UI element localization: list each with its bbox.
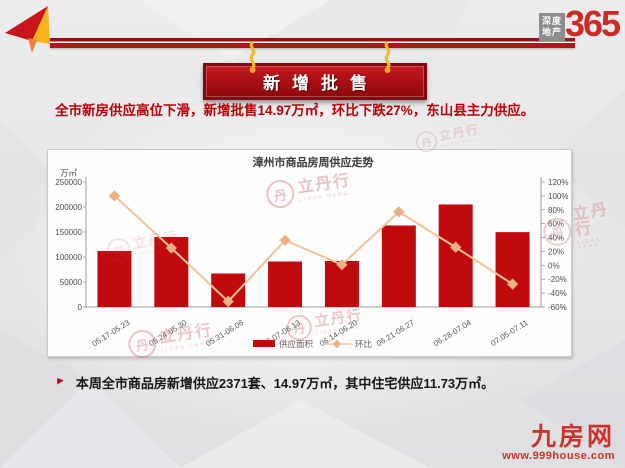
left-axis-tick: 250000 bbox=[55, 178, 82, 187]
right-axis-tick: 60% bbox=[548, 220, 564, 229]
line-marker bbox=[222, 295, 234, 308]
right-axis-tick: -20% bbox=[548, 275, 567, 284]
x-axis-label: 05.24-05.30 bbox=[147, 318, 188, 349]
left-axis-unit: 万㎡ bbox=[60, 168, 78, 178]
watermark-name: 立丹行 bbox=[571, 201, 610, 240]
watermark-latin: LIDAN HANG bbox=[440, 136, 479, 148]
arrow-decoration-icon bbox=[5, 6, 50, 53]
line-marker bbox=[279, 234, 291, 246]
right-axis-tick: 80% bbox=[548, 206, 564, 215]
site-name: 九房网 bbox=[530, 423, 615, 451]
summary-row: ► 本周全市商品房新增供应2371套、14.97万㎡，其中住宅供应11.73万㎡… bbox=[55, 373, 605, 392]
line-marker bbox=[450, 241, 462, 253]
arrow-bullet-icon: ► bbox=[55, 374, 66, 388]
line-marker bbox=[165, 242, 177, 254]
line-marker bbox=[506, 278, 519, 290]
brand-box: 深度 地产 bbox=[539, 13, 566, 41]
brand-logo: 深度 地产 365 bbox=[539, 3, 621, 44]
summary-text: 本周全市商品房新增供应2371套、14.97万㎡，其中住宅供应11.73万㎡。 bbox=[75, 376, 495, 391]
brand-box-line1: 深度 bbox=[542, 16, 563, 26]
right-axis-tick: -40% bbox=[548, 289, 567, 298]
section-banner-title: 新增批售 bbox=[263, 74, 379, 93]
right-axis-tick: -60% bbox=[548, 303, 567, 312]
site-url: www.999house.com bbox=[502, 450, 615, 462]
watermark-name: 立丹行 bbox=[438, 123, 481, 143]
rope-icon bbox=[249, 41, 256, 73]
chart-title: 漳州市商品房周供应走势 bbox=[253, 155, 374, 169]
left-axis-tick: 100000 bbox=[55, 253, 82, 262]
right-axis-tick: 120% bbox=[548, 178, 568, 187]
left-axis-tick: 200000 bbox=[55, 203, 82, 212]
right-axis-tick: 40% bbox=[548, 234, 564, 243]
site-logo: 九房网 www.999house.com bbox=[502, 424, 615, 462]
chart-container: 漳州市商品房周供应走势万㎡ 0 50000 100000 150000 200000 250… bbox=[47, 149, 572, 357]
brand-box-line2: 地产 bbox=[542, 27, 563, 37]
x-axis-label: 05.31-06.06 bbox=[204, 318, 245, 349]
left-axis-tick: 0 bbox=[78, 303, 83, 312]
right-axis-tick: 100% bbox=[548, 192, 568, 201]
watermark-latin: LIDAN HANG bbox=[576, 236, 602, 252]
supply-bar bbox=[381, 225, 416, 307]
supply-bar bbox=[268, 261, 303, 307]
right-axis-tick: 0% bbox=[548, 261, 560, 270]
legend-line-marker bbox=[332, 339, 342, 349]
legend-line-label: 环比 bbox=[355, 339, 372, 349]
ring-ratio-line bbox=[113, 195, 514, 303]
right-axis-tick: 20% bbox=[548, 247, 564, 256]
line-marker bbox=[393, 206, 405, 218]
supply-bar bbox=[97, 251, 132, 307]
x-axis-label: 06.28-07.04 bbox=[432, 318, 473, 349]
header-rule-bar bbox=[50, 38, 575, 48]
brand-number: 365 bbox=[565, 3, 621, 44]
supply-bar bbox=[495, 232, 530, 307]
x-axis-label: 06.21-06.27 bbox=[375, 318, 416, 349]
x-axis-label: 07.05-07.11 bbox=[489, 318, 530, 348]
left-axis-tick: 150000 bbox=[55, 228, 82, 237]
rope-icon bbox=[384, 41, 391, 73]
x-axis-label: 05.17-05.23 bbox=[91, 318, 132, 349]
legend-bar-label: 供应面积 bbox=[279, 339, 314, 349]
headline-text: 全市新房供应高位下滑，新增批售14.97万㎡，环比下跌27%，东山县主力供应。 bbox=[55, 103, 535, 118]
legend-bar-swatch bbox=[253, 340, 275, 347]
left-axis-tick: 50000 bbox=[60, 278, 83, 287]
